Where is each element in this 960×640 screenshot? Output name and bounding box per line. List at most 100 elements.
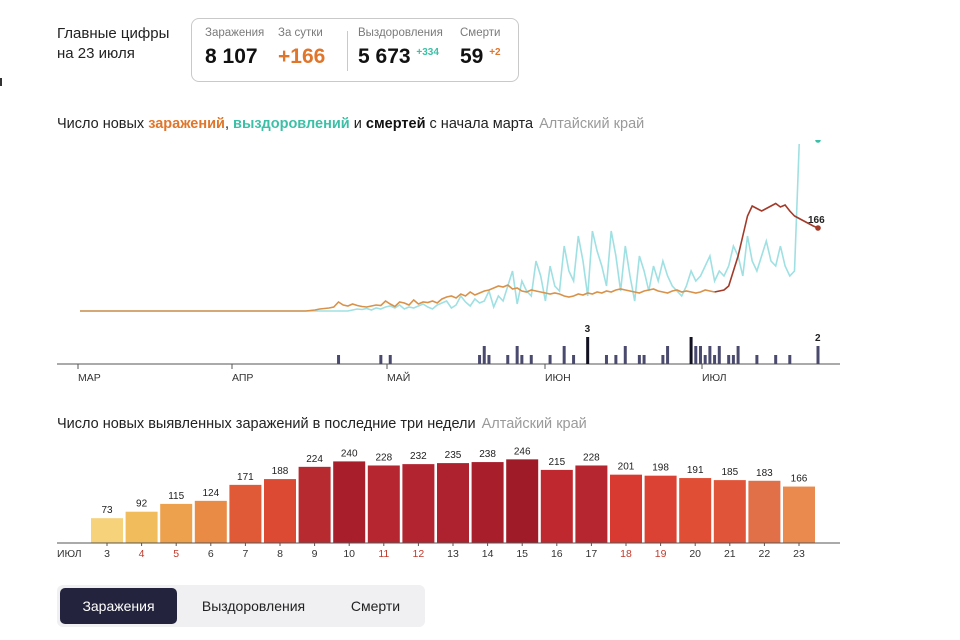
- chart1-title-tail: с начала марта: [425, 116, 534, 132]
- infections-last-label: 166: [808, 215, 825, 226]
- bar: [298, 466, 331, 543]
- bar: [264, 479, 296, 543]
- timeline-tick-label: ИЮН: [545, 372, 571, 384]
- stat-recoveries-value: 5 673: [358, 45, 411, 68]
- stat-daily: За сутки +166: [278, 27, 325, 69]
- bar-category-label: 5: [173, 548, 179, 560]
- deaths-bar: [506, 355, 510, 364]
- deaths-bar: [478, 355, 482, 364]
- bar: [575, 465, 608, 543]
- bar-category-label: 9: [312, 548, 318, 560]
- tab-infections[interactable]: Заражения: [60, 588, 177, 624]
- chart2-title: Число новых выявленных заражений в после…: [57, 416, 587, 432]
- bar: [471, 462, 504, 543]
- bar-category-label: 11: [378, 548, 389, 560]
- timeline-tick-label: МАЙ: [387, 371, 410, 384]
- stats-panel: Заражения 8 107 За сутки +166 Выздоровле…: [191, 18, 519, 82]
- bar: [506, 459, 539, 543]
- bar-category-label: 12: [413, 548, 425, 560]
- bar-value-label: 188: [272, 466, 289, 477]
- deaths-bar: [666, 346, 670, 364]
- bar-category-label: 4: [139, 548, 145, 560]
- headline: Главные цифры на 23 июля: [57, 24, 169, 64]
- deaths-bar: [604, 355, 608, 364]
- bar-value-label: 183: [756, 468, 773, 479]
- bar-category-label: 10: [343, 548, 355, 560]
- bar-value-label: 238: [479, 449, 496, 460]
- deaths-last-label: 2: [815, 333, 821, 344]
- headline-title: Главные цифры: [57, 25, 170, 42]
- deaths-bar: [694, 346, 698, 364]
- bar-value-label: 235: [445, 450, 462, 461]
- bar-value-label: 240: [341, 448, 358, 459]
- deaths-bar: [774, 355, 778, 364]
- chart1-title-recoveries: выздоровлений: [233, 116, 350, 132]
- chart2-title-text: Число новых выявленных заражений в после…: [57, 416, 476, 432]
- stat-recoveries-delta: +334: [416, 47, 439, 58]
- stat-recoveries: Выздоровления 5 673 +334: [358, 27, 443, 69]
- deaths-bar: [698, 346, 702, 364]
- tab-deaths[interactable]: Смерти: [350, 598, 401, 614]
- bar-value-label: 115: [168, 491, 184, 502]
- timeline-tick-label: ИЮЛ: [702, 372, 727, 384]
- bar: [748, 480, 781, 543]
- stat-deaths-value: 59: [460, 45, 484, 68]
- bar-value-label: 246: [514, 446, 531, 457]
- stat-daily-label: За сутки: [278, 27, 323, 39]
- deaths-bar: [520, 355, 524, 364]
- stat-deaths: Смерти 59 +2: [460, 27, 501, 69]
- bar: [783, 486, 815, 543]
- deaths-bar: [572, 355, 576, 364]
- deaths-bar: [548, 355, 552, 364]
- bar-value-label: 73: [101, 505, 113, 516]
- bar-category-label: 8: [277, 548, 283, 560]
- infections-line: [80, 284, 715, 312]
- bar-category-label: 15: [516, 548, 528, 560]
- recoveries-line: [80, 143, 800, 312]
- deaths-bar: [637, 355, 641, 364]
- deaths-bar: [736, 346, 740, 364]
- infections-last-point: [815, 225, 821, 231]
- recoveries-last-point: [815, 140, 821, 143]
- bar-category-label: 16: [551, 548, 563, 560]
- stat-infections: Заражения 8 107: [205, 27, 264, 69]
- deaths-bar: [482, 346, 486, 364]
- bar-value-label: 228: [375, 452, 392, 463]
- deaths-bar: [689, 337, 693, 364]
- stat-recoveries-label: Выздоровления: [358, 27, 443, 39]
- timeline-chart: МАР АПР МАЙ ИЮН ИЮЛ 334 166 3 2: [57, 140, 840, 384]
- bar-category-label: 6: [208, 548, 214, 560]
- bar-category-label: 13: [447, 548, 459, 560]
- deaths-bar: [727, 355, 731, 364]
- bar-category-label: 19: [655, 548, 667, 560]
- metric-tabs: Заражения Выздоровления Смерти: [57, 585, 425, 627]
- bar-category-label: 3: [104, 548, 110, 560]
- bar-value-label: 201: [618, 462, 635, 473]
- chart1-title-sep: ,: [224, 116, 234, 132]
- bar: [125, 511, 158, 543]
- chart1-title-deaths: смертей: [365, 116, 426, 132]
- bar-value-label: 228: [583, 452, 600, 463]
- deaths-bar: [642, 355, 646, 364]
- tab-recoveries[interactable]: Выздоровления: [201, 598, 306, 614]
- bar-category-label: 7: [242, 548, 248, 560]
- headline-date: на 23 июля: [57, 45, 135, 62]
- bar-value-label: 171: [237, 472, 254, 483]
- deaths-bar: [731, 355, 735, 364]
- timeline-tick-label: МАР: [78, 372, 101, 384]
- bar: [194, 500, 227, 543]
- stat-deaths-delta: +2: [489, 47, 501, 58]
- bar-value-label: 232: [410, 451, 427, 462]
- deaths-max-label: 3: [585, 324, 591, 335]
- bar: [402, 464, 435, 543]
- bars-month-label: ИЮЛ: [57, 548, 82, 560]
- bar-category-label: 17: [586, 548, 598, 560]
- bar-value-label: 198: [652, 463, 669, 474]
- recoveries-last-label: 334: [808, 140, 825, 143]
- bar-value-label: 224: [306, 454, 323, 465]
- bar-category-label: 20: [689, 548, 701, 560]
- bar: [713, 480, 746, 543]
- deaths-bar: [713, 355, 717, 364]
- chart1-title-infections: заражений: [148, 116, 225, 132]
